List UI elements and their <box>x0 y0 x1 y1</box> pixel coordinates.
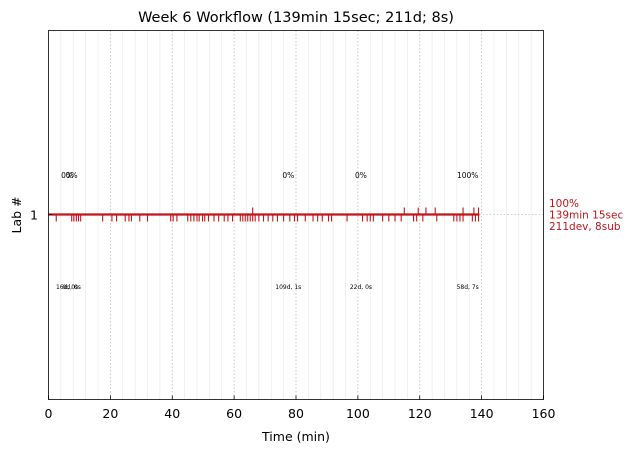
x-tick-label: 140 <box>470 406 494 421</box>
y-tick-label: 1 <box>30 208 38 223</box>
x-tick-label: 20 <box>102 406 118 421</box>
x-axis-ticks: 0 20 40 60 80 100 120 140 160 <box>45 395 556 421</box>
side-label-line: 211dev, 8sub <box>549 221 621 233</box>
segment-percent-label: 100% <box>457 171 478 180</box>
x-tick-label: 120 <box>408 406 432 421</box>
segment-percent-label: 0% <box>61 171 73 180</box>
x-tick-label: 100 <box>346 406 370 421</box>
segment-count-label: 16d, 0s <box>56 284 78 291</box>
x-axis-label: Time (min) <box>261 429 330 444</box>
chart-title: Week 6 Workflow (139min 15sec; 211d; 8s) <box>138 10 454 26</box>
x-tick-label: 0 <box>45 406 53 421</box>
timeline <box>48 207 544 222</box>
segment-count-label: 22d, 0s <box>350 284 372 291</box>
segment-count-label: 0d, 0s <box>63 284 81 291</box>
segment-count-label: 109d, 1s <box>275 284 301 291</box>
segment-count-label: 58d, 7s <box>457 284 479 291</box>
x-tick-label: 160 <box>532 406 556 421</box>
side-label-line: 100% <box>549 198 579 210</box>
segment-percent-label: 0% <box>355 171 367 180</box>
y-axis-ticks: 1 <box>30 208 53 223</box>
annotations: 0% 16d, 0s 0% 0d, 0s 0% 109d, 1s 0% 22d, 0s 100%… <box>56 171 479 291</box>
x-tick-label: 60 <box>226 406 242 421</box>
x-tick-label: 40 <box>164 406 180 421</box>
segment-percent-label: 0% <box>282 171 294 180</box>
x-tick-label: 80 <box>288 406 304 421</box>
side-label-line: 139min 15sec <box>549 210 623 222</box>
segment-percent-label: 0% <box>66 171 78 180</box>
y-axis-label: Lab # <box>9 196 24 233</box>
